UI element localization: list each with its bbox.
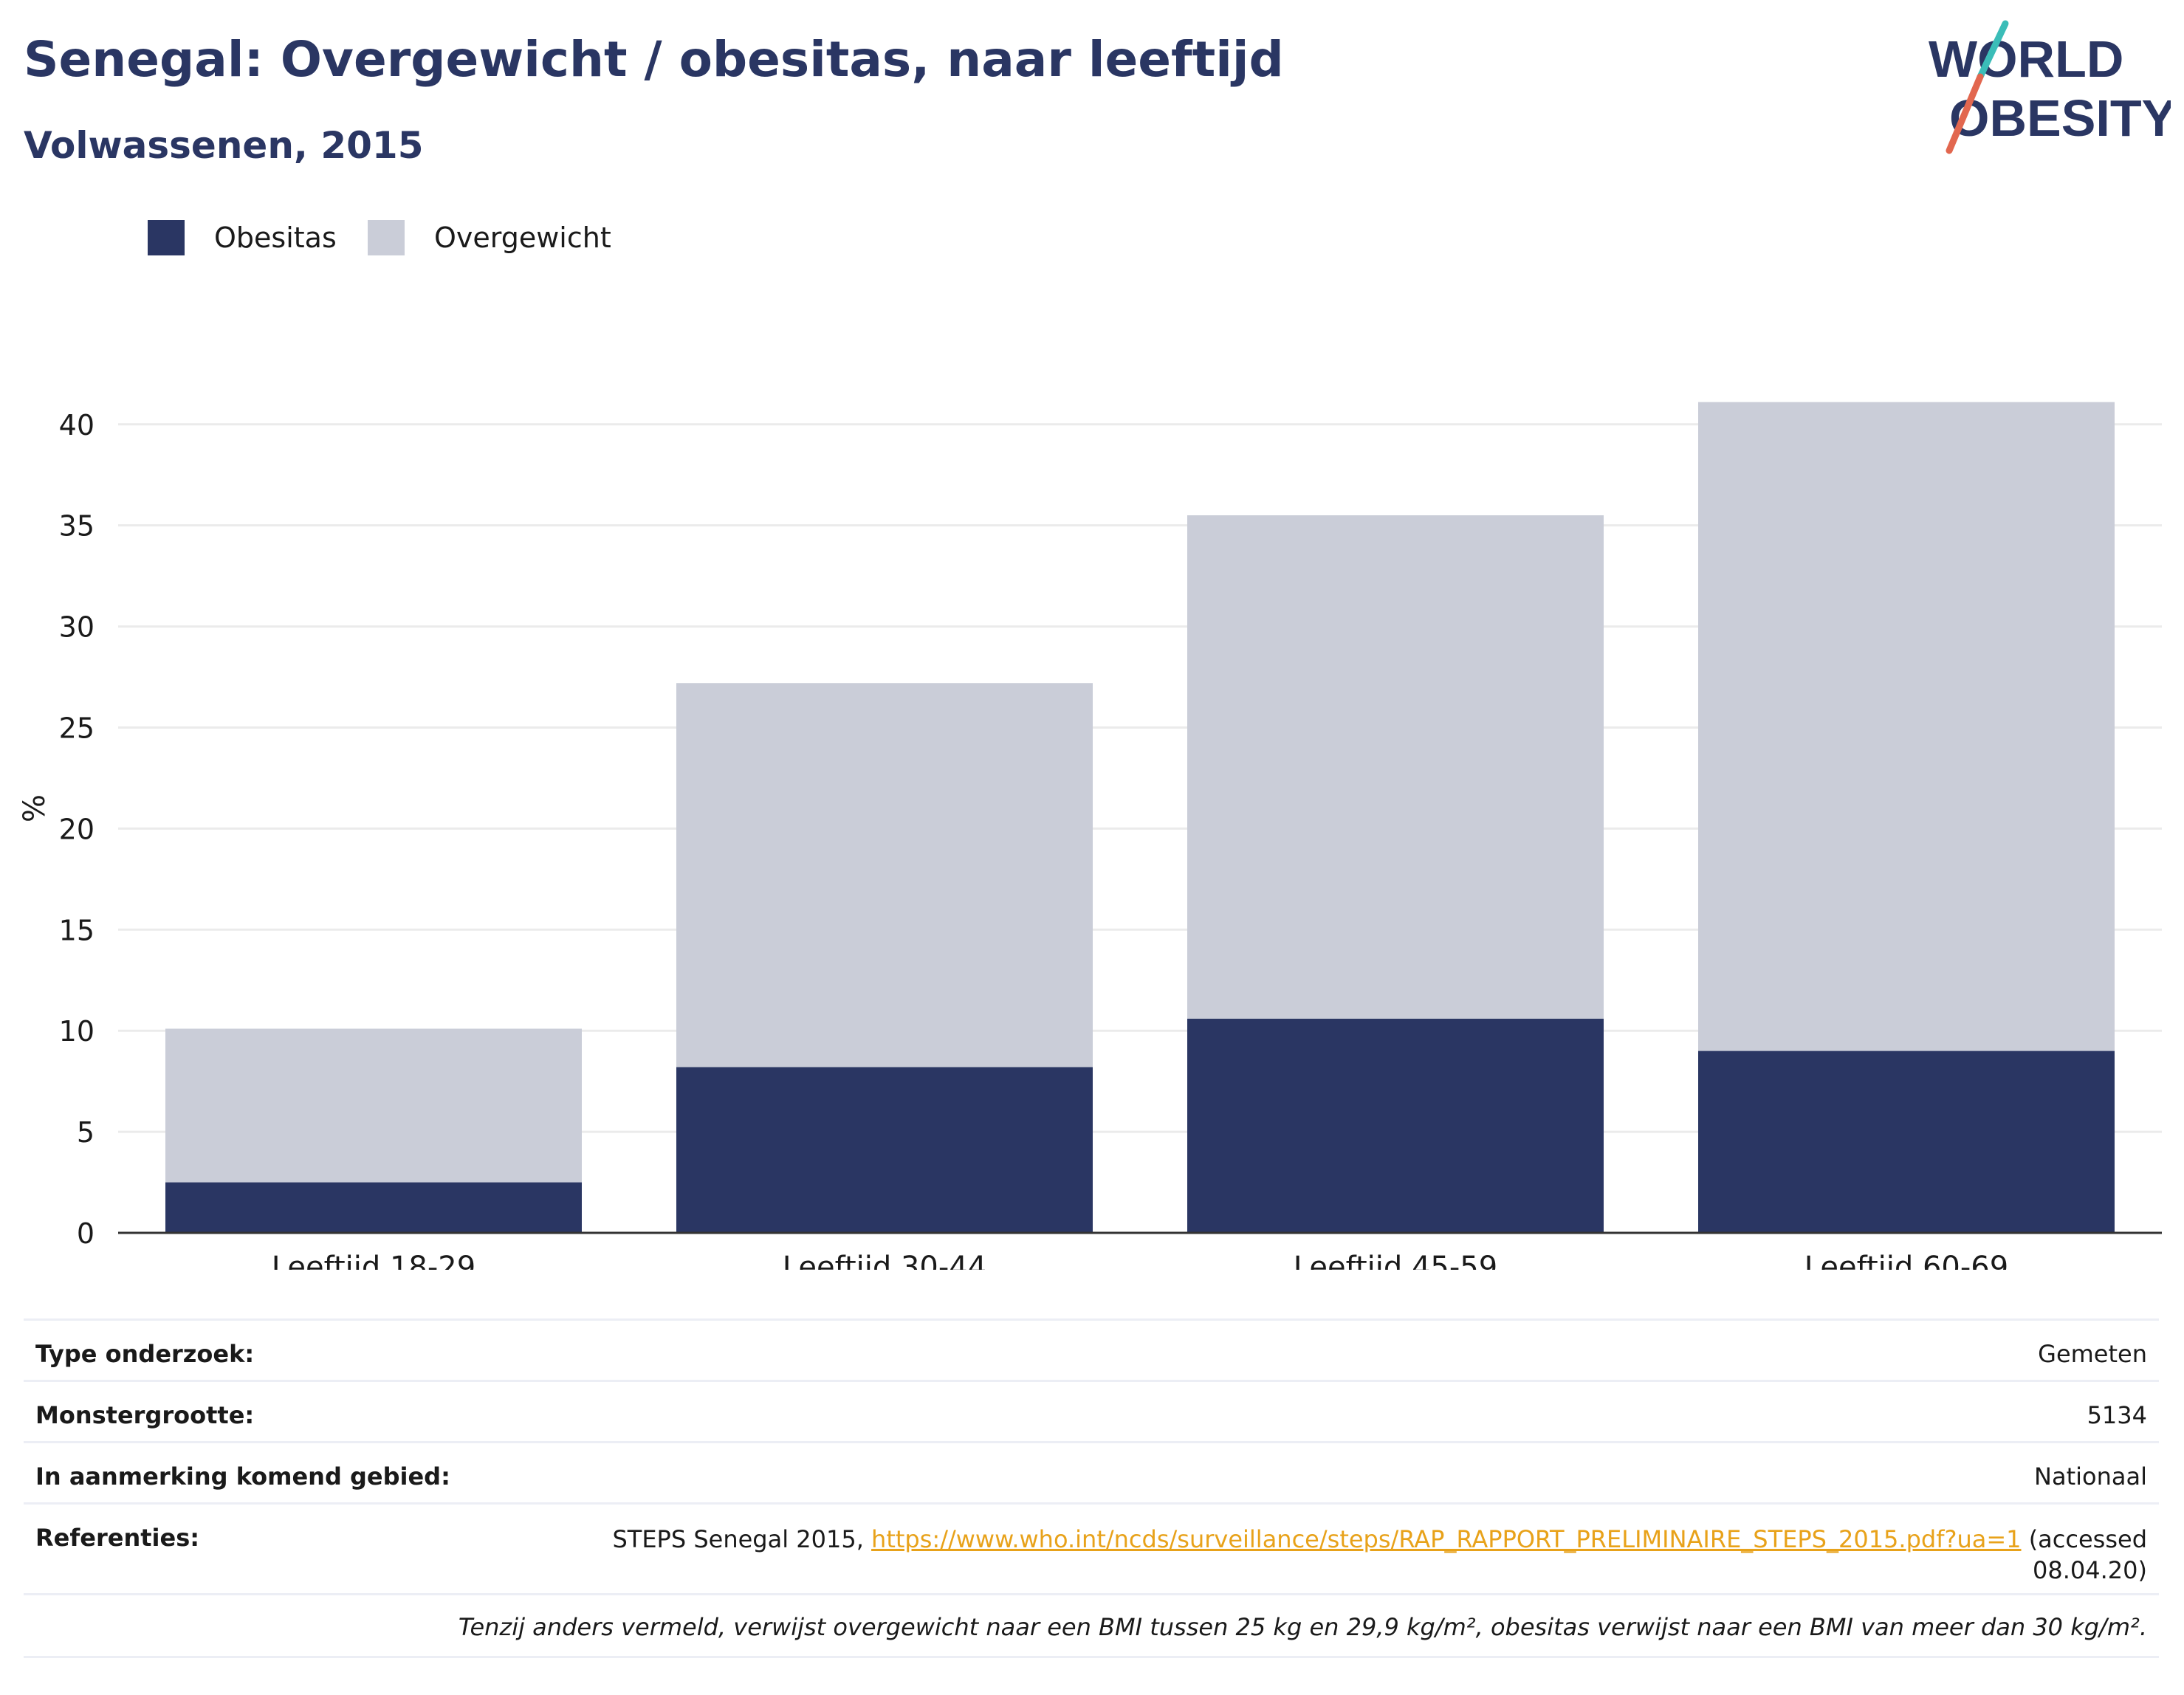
info-row-area: In aanmerking komend gebied: Nationaal <box>24 1441 2159 1502</box>
bar-overgewicht-4 <box>1698 402 2115 1051</box>
x-tick-label: Leeftijd 30-44 <box>783 1251 986 1270</box>
info-table: Type onderzoek: Gemeten Monstergrootte: … <box>24 1318 2159 1658</box>
x-tick-label: Leeftijd 18-29 <box>272 1251 475 1270</box>
info-label: Type onderzoek: <box>35 1340 255 1368</box>
y-tick-label: 15 <box>59 914 95 946</box>
y-tick-label: 35 <box>59 510 95 543</box>
bar-obesitas-2 <box>676 1067 1093 1233</box>
bar-overgewicht-3 <box>1187 515 1604 1019</box>
y-tick-label: 30 <box>59 611 95 644</box>
legend-item-overgewicht: Overgewicht <box>368 219 611 257</box>
legend-item-obesitas: Obesitas <box>148 219 337 257</box>
reference-suffix: (accessed 08.04.20) <box>2021 1525 2147 1584</box>
info-label: In aanmerking komend gebied: <box>35 1462 450 1491</box>
reference-prefix: STEPS Senegal 2015, <box>612 1525 872 1553</box>
bar-obesitas-1 <box>165 1182 582 1233</box>
page-title: Senegal: Overgewicht / obesitas, naar le… <box>24 31 1284 88</box>
bars <box>165 402 2115 1233</box>
svg-text:OBESITY: OBESITY <box>1949 89 2171 147</box>
info-value: Nationaal <box>2034 1462 2147 1491</box>
page-subtitle: Volwassenen, 2015 <box>24 124 424 167</box>
reference-text: STEPS Senegal 2015, https://www.who.int/… <box>597 1524 2147 1586</box>
legend-swatch-obesitas <box>148 220 185 255</box>
info-label: Referenties: <box>35 1524 200 1552</box>
y-tick-label: 0 <box>77 1217 95 1250</box>
y-tick-label: 5 <box>77 1116 95 1149</box>
info-value: Gemeten <box>2038 1340 2147 1368</box>
bar-overgewicht-2 <box>676 683 1093 1067</box>
bar-obesitas-3 <box>1187 1018 1604 1233</box>
legend-swatch-overgewicht <box>368 220 405 255</box>
reference-link[interactable]: https://www.who.int/ncds/surveillance/st… <box>871 1525 2022 1553</box>
y-axis-label: % <box>18 794 52 822</box>
info-value: 5134 <box>2087 1401 2147 1429</box>
bar-obesitas-4 <box>1698 1051 2115 1233</box>
x-tick-label: Leeftijd 60-69 <box>1804 1251 2008 1270</box>
info-row-references: Referenties: STEPS Senegal 2015, https:/… <box>24 1502 2159 1593</box>
definition-note: Tenzij anders vermeld, verwijst overgewi… <box>458 1613 2147 1641</box>
info-row-type: Type onderzoek: Gemeten <box>24 1318 2159 1380</box>
y-tick-label: 25 <box>59 712 95 744</box>
y-tick-labels: 0 5 10 15 20 25 30 35 40 <box>59 409 95 1250</box>
x-tick-labels: Leeftijd 18-29 Leeftijd 30-44 Leeftijd 45-… <box>272 1251 2008 1270</box>
info-row-note: Tenzij anders vermeld, verwijst overgewi… <box>24 1593 2159 1658</box>
x-tick-label: Leeftijd 45-59 <box>1294 1251 1497 1270</box>
svg-text:WORLD: WORLD <box>1929 30 2123 88</box>
y-tick-label: 10 <box>59 1015 95 1048</box>
bar-overgewicht-1 <box>165 1028 582 1183</box>
y-tick-label: 40 <box>59 409 95 441</box>
world-obesity-logo: WORLD OBESITY <box>1929 20 2171 154</box>
legend-label-obesitas: Obesitas <box>214 221 337 254</box>
info-row-sample: Monstergrootte: 5134 <box>24 1380 2159 1441</box>
y-tick-label: 20 <box>59 813 95 845</box>
legend-label-overgewicht: Overgewicht <box>434 221 611 254</box>
info-label: Monstergrootte: <box>35 1401 255 1429</box>
